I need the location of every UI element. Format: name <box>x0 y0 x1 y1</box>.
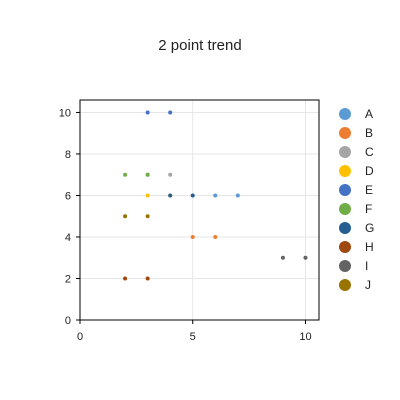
legend-marker-F <box>339 203 351 215</box>
point-G-1 <box>168 193 173 198</box>
point-H-2 <box>145 276 150 281</box>
legend-label-H: H <box>365 240 374 254</box>
axis-ticks: 0 5 10 0 2 4 6 8 10 <box>59 107 312 343</box>
legend-marker-G <box>339 222 351 234</box>
point-I-2 <box>303 255 308 260</box>
legend-marker-H <box>339 241 351 253</box>
chart-title: 2 point trend <box>158 37 241 54</box>
point-J-1 <box>123 214 128 219</box>
y-tick-label-5: 10 <box>59 107 71 119</box>
point-B-1 <box>190 234 195 239</box>
point-E-2 <box>168 110 173 115</box>
legend-marker-C <box>339 146 351 158</box>
legend-label-C: C <box>365 145 374 159</box>
legend-marker-I <box>339 260 351 272</box>
legend-label-I: I <box>365 259 368 273</box>
point-G-2 <box>190 193 195 198</box>
legend-label-G: G <box>365 221 374 235</box>
point-A-1 <box>213 193 218 198</box>
y-tick-label-0: 0 <box>65 315 71 327</box>
legend-label-A: A <box>365 107 373 121</box>
plot-area-frame <box>79 99 320 321</box>
legend-label-B: B <box>365 126 373 140</box>
point-C-2 <box>168 172 173 177</box>
x-tick-label-2: 10 <box>299 331 311 343</box>
legend-marker-J <box>339 279 351 291</box>
legend-label-J: J <box>365 278 371 292</box>
legend-label-F: F <box>365 202 372 216</box>
point-H-1 <box>123 276 128 281</box>
point-F-1 <box>123 172 128 177</box>
legend-label-D: D <box>365 164 374 178</box>
x-tick-label-0: 0 <box>77 331 83 343</box>
point-F-2 <box>145 172 150 177</box>
legend-marker-B <box>339 127 351 139</box>
legend-label-E: E <box>365 183 373 197</box>
x-tick-label-1: 5 <box>190 331 196 343</box>
legend-marker-D <box>339 165 351 177</box>
y-tick-label-3: 6 <box>65 190 71 202</box>
y-tick-label-1: 2 <box>65 273 71 285</box>
legend-marker-A <box>339 108 351 120</box>
point-I-1 <box>280 255 285 260</box>
point-J-2 <box>145 214 150 219</box>
point-D-1 <box>145 193 150 198</box>
point-E-1 <box>145 110 150 115</box>
point-B-2 <box>213 234 218 239</box>
y-tick-label-2: 4 <box>65 232 71 244</box>
point-A-2 <box>235 193 240 198</box>
legend-marker-E <box>339 184 351 196</box>
y-tick-label-4: 8 <box>65 149 71 161</box>
data-points <box>123 110 308 281</box>
